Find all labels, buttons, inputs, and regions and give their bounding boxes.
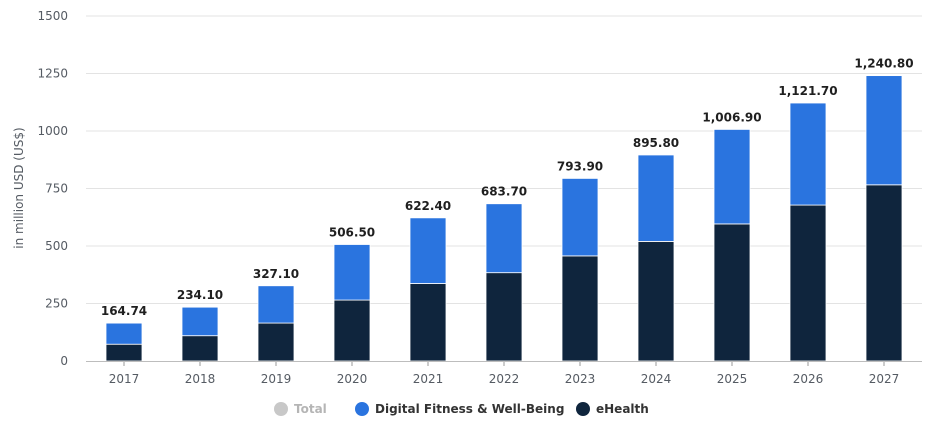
bar-digital-fitness-2025[interactable]	[713, 129, 751, 225]
x-tick-label: 2027	[869, 372, 900, 386]
bar-ehealth-2018[interactable]	[181, 335, 219, 362]
legend-item-ehealth[interactable]: eHealth	[576, 402, 649, 416]
y-tick-label: 1250	[37, 67, 68, 81]
x-tick-label: 2026	[793, 372, 824, 386]
bar-digital-fitness-2022[interactable]	[485, 203, 523, 274]
legend-marker	[355, 402, 369, 416]
legend-marker	[274, 402, 288, 416]
total-data-label: 683.70	[481, 185, 527, 199]
total-data-label: 1,240.80	[854, 57, 913, 71]
data-labels: 164.74 234.10 327.10 506.50 622.40 683.70 793.…	[101, 57, 914, 318]
x-tick-label: 2023	[565, 372, 596, 386]
total-data-label: 895.80	[633, 136, 679, 150]
bar-digital-fitness-2017[interactable]	[105, 322, 143, 345]
bar-digital-fitness-2021[interactable]	[409, 217, 447, 284]
x-tick-label: 2018	[185, 372, 216, 386]
y-tick-label: 500	[45, 239, 68, 253]
x-tick-label: 2021	[413, 372, 444, 386]
legend-item-total[interactable]: Total	[274, 402, 327, 416]
bar-ehealth-2019[interactable]	[257, 322, 295, 362]
legend-marker	[576, 402, 590, 416]
bar-ehealth-2023[interactable]	[561, 255, 599, 362]
bar-digital-fitness-2018[interactable]	[181, 306, 219, 337]
bar-digital-fitness-2019[interactable]	[257, 285, 295, 324]
bar-digital-fitness-2026[interactable]	[789, 102, 827, 206]
bar-ehealth-2024[interactable]	[637, 240, 675, 362]
bar-ehealth-2026[interactable]	[789, 204, 827, 362]
x-axis-ticks: 2017 2018 2019 2020 2021 2022 2023 2024 2025 2026…	[109, 361, 900, 386]
legend-item-digital-fitness-well-being[interactable]: Digital Fitness & Well-Being	[355, 402, 564, 416]
y-tick-label: 750	[45, 182, 68, 196]
legend-label: eHealth	[596, 402, 649, 416]
total-data-label: 164.74	[101, 304, 147, 318]
x-tick-label: 2017	[109, 372, 140, 386]
bars	[105, 75, 903, 362]
bar-digital-fitness-2020[interactable]	[333, 244, 371, 301]
bar-digital-fitness-2024[interactable]	[637, 154, 675, 242]
x-tick-label: 2020	[337, 372, 368, 386]
bar-digital-fitness-2023[interactable]	[561, 178, 599, 257]
gridlines	[86, 15, 922, 304]
x-tick-label: 2019	[261, 372, 292, 386]
x-tick-label: 2025	[717, 372, 748, 386]
total-data-label: 506.50	[329, 226, 375, 240]
total-data-label: 234.10	[177, 288, 223, 302]
y-tick-label: 1000	[37, 124, 68, 138]
y-tick-label: 1500	[37, 9, 68, 23]
total-data-label: 793.90	[557, 159, 603, 173]
bar-ehealth-2022[interactable]	[485, 272, 523, 362]
y-axis-title: in million USD (US$)	[12, 127, 26, 248]
total-data-label: 622.40	[405, 199, 451, 213]
bar-digital-fitness-2027[interactable]	[865, 75, 903, 186]
y-tick-label: 0	[60, 354, 68, 368]
total-data-label: 1,006.90	[702, 110, 761, 124]
bar-ehealth-2020[interactable]	[333, 299, 371, 362]
bar-ehealth-2027[interactable]	[865, 184, 903, 362]
total-data-label: 1,121.70	[778, 84, 837, 98]
bar-ehealth-2025[interactable]	[713, 223, 751, 362]
bar-ehealth-2021[interactable]	[409, 283, 447, 362]
legend-label: Total	[294, 402, 327, 416]
y-tick-label: 250	[45, 297, 68, 311]
x-tick-label: 2022	[489, 372, 520, 386]
total-data-label: 327.10	[253, 267, 299, 281]
y-axis-ticks: 0 250 500 750 1000 1250 1500	[37, 9, 68, 368]
x-tick-label: 2024	[641, 372, 672, 386]
bar-ehealth-2017[interactable]	[105, 343, 143, 362]
legend[interactable]: Total Digital Fitness & Well-Being eHealth	[274, 402, 649, 416]
legend-label: Digital Fitness & Well-Being	[375, 402, 564, 416]
